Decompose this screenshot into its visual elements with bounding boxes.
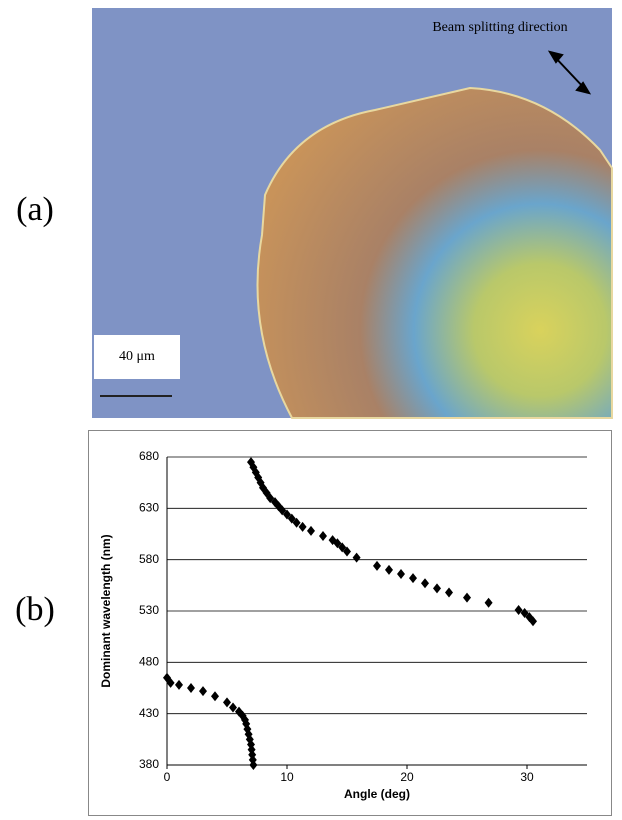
- y-tick-label: 530: [139, 603, 159, 617]
- scale-label: 40 μm: [119, 349, 155, 364]
- panel-label: (b): [15, 591, 55, 628]
- point: [409, 573, 417, 584]
- chart: 380 430 480 530 580 630 680 0 10 20 30 Angle (deg) D…: [99, 449, 587, 801]
- point: [385, 564, 393, 575]
- arrow: [547, 50, 592, 95]
- y-tick-label: 430: [139, 706, 159, 720]
- y-tick-label: 630: [139, 501, 159, 515]
- point: [343, 546, 351, 557]
- point: [333, 538, 342, 549]
- x-tick-label: 20: [400, 770, 414, 784]
- point: [352, 552, 361, 563]
- y-tick-label: 580: [139, 552, 159, 566]
- y-tick-label: 380: [139, 757, 159, 771]
- sample-region: [256, 86, 613, 419]
- point: [187, 683, 195, 693]
- chart-frame: [88, 430, 612, 816]
- y-axis-title: Dominant wavelength (nm): [99, 534, 113, 687]
- point: [520, 608, 529, 619]
- x-tick-label: 30: [520, 770, 534, 784]
- y-tick-label: 680: [139, 449, 159, 463]
- x-axis-title: Angle (deg): [344, 787, 410, 801]
- point: [433, 583, 441, 594]
- point: [484, 597, 493, 608]
- point: [307, 525, 315, 536]
- y-tick-label: 480: [139, 655, 159, 669]
- point: [211, 691, 219, 702]
- point: [166, 677, 175, 688]
- point: [175, 679, 183, 690]
- point: [514, 604, 523, 615]
- point: [529, 616, 537, 627]
- x-tick-label: 10: [280, 770, 294, 784]
- point: [283, 509, 291, 520]
- point: [278, 505, 287, 516]
- point: [249, 760, 258, 770]
- point: [199, 686, 207, 697]
- point: [463, 592, 471, 603]
- annotation: Beam splitting direction: [432, 20, 567, 35]
- point: [445, 587, 453, 598]
- point: [287, 513, 296, 524]
- point: [292, 517, 301, 528]
- panel-label: (a): [16, 191, 54, 228]
- point: [223, 697, 231, 708]
- point: [397, 569, 405, 580]
- point: [298, 521, 307, 532]
- point: [248, 749, 257, 760]
- point: [373, 560, 381, 571]
- scale-box: [94, 335, 180, 379]
- x-tick-label: 0: [164, 770, 171, 784]
- point: [338, 542, 347, 553]
- point: [421, 578, 429, 589]
- point: [229, 702, 237, 713]
- point: [319, 531, 327, 542]
- point: [266, 493, 275, 504]
